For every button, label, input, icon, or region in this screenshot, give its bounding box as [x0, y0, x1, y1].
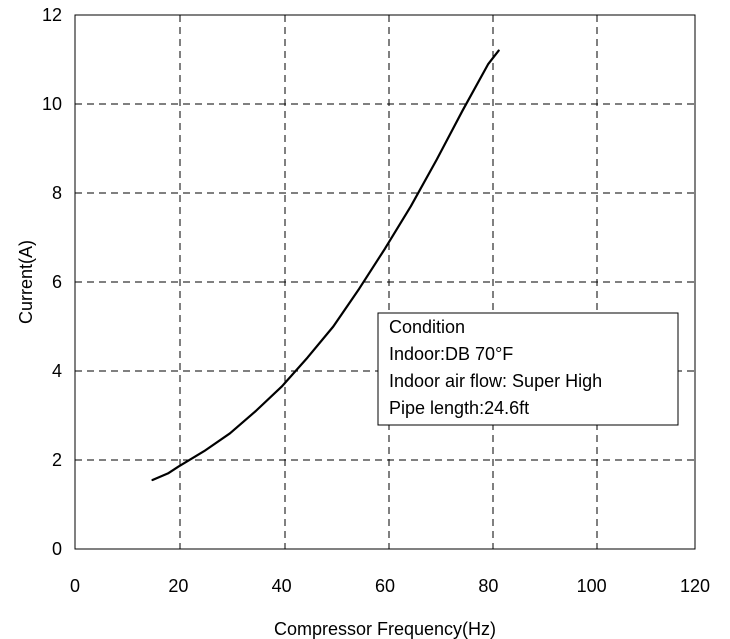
y-tick-label: 2: [52, 450, 62, 470]
annotation-line: Condition: [389, 317, 465, 337]
x-tick-label: 100: [577, 576, 607, 596]
x-tick-label: 20: [168, 576, 188, 596]
plot-frame: [74, 14, 696, 550]
annotation-line: Pipe length:24.6ft: [389, 398, 529, 418]
y-tick-label: 10: [42, 94, 62, 114]
x-tick-label: 120: [680, 576, 710, 596]
grid: [75, 15, 695, 549]
y-tick-label: 8: [52, 183, 62, 203]
y-tick-label: 0: [52, 539, 62, 559]
y-tick-label: 12: [42, 5, 62, 25]
y-axis: 0 2 4 6 8 10 12: [42, 5, 62, 559]
x-tick-label: 60: [375, 576, 395, 596]
y-tick-label: 6: [52, 272, 62, 292]
condition-annotation: Condition Indoor:DB 70°F Indoor air flow…: [377, 312, 679, 426]
annotation-line: Indoor:DB 70°F: [389, 344, 513, 364]
y-axis-label: Current(A): [16, 240, 36, 324]
series-line-current: [151, 49, 500, 482]
annotation-box: [377, 312, 679, 426]
x-tick-label: 80: [478, 576, 498, 596]
x-axis-label: Compressor Frequency(Hz): [274, 619, 496, 639]
annotation-line: Indoor air flow: Super High: [389, 371, 602, 391]
x-tick-label: 0: [70, 576, 80, 596]
y-tick-label: 4: [52, 361, 62, 381]
x-axis: 0 20 40 60 80 100 120: [70, 576, 710, 596]
x-tick-label: 40: [272, 576, 292, 596]
